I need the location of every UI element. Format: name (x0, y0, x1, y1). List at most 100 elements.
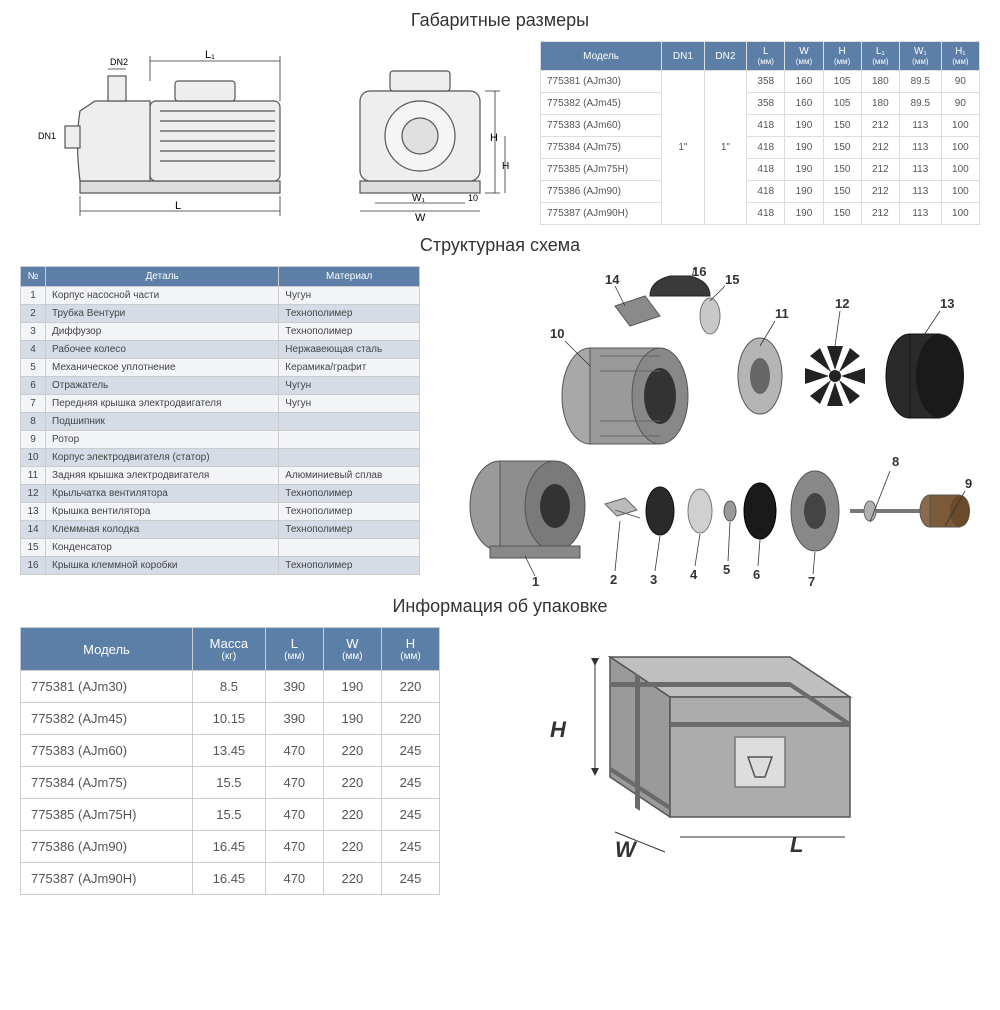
pack-cell: 775381 (AJm30) (21, 671, 193, 703)
callout-13: 13 (940, 296, 954, 311)
parts-row: 10Корпус электродвигателя (статор) (21, 449, 420, 467)
dims-cell: 212 (861, 181, 899, 203)
pack-header: W(мм) (323, 628, 381, 671)
pack-header: Модель (21, 628, 193, 671)
dims-cell: 212 (861, 203, 899, 225)
dims-row: 775386 (AJm90)418190150212113100 (541, 181, 980, 203)
dims-header: L₁(мм) (861, 42, 899, 71)
parts-cell: Трубка Вентури (46, 305, 279, 323)
callout-10: 10 (550, 326, 564, 341)
parts-cell: Технополимер (279, 503, 420, 521)
callout-7: 7 (808, 574, 815, 586)
dim-H: H (490, 132, 498, 144)
parts-cell: 2 (21, 305, 46, 323)
parts-cell: 3 (21, 323, 46, 341)
parts-row: 15Конденсатор (21, 539, 420, 557)
pack-cell: 8.5 (193, 671, 266, 703)
parts-cell: Задняя крышка электродвигателя (46, 467, 279, 485)
dims-header: W(мм) (785, 42, 823, 71)
pack-row: 775384 (AJm75)15.5470220245 (21, 767, 440, 799)
dims-row: 775385 (AJm75H)418190150212113100 (541, 159, 980, 181)
parts-header: Материал (279, 267, 420, 287)
dims-cell: 150 (823, 159, 861, 181)
pack-cell: 775384 (AJm75) (21, 767, 193, 799)
dims-cell: 150 (823, 203, 861, 225)
pack-cell: 245 (381, 863, 439, 895)
parts-row: 4Рабочее колесоНержавеющая сталь (21, 341, 420, 359)
parts-cell: Чугун (279, 377, 420, 395)
pack-row: 775382 (AJm45)10.15390190220 (21, 703, 440, 735)
pack-header: H(мм) (381, 628, 439, 671)
section2-title: Структурная схема (20, 235, 980, 256)
dims-cell: 113 (899, 203, 941, 225)
parts-cell: 6 (21, 377, 46, 395)
parts-cell: 9 (21, 431, 46, 449)
dims-cell: 775384 (AJm75) (541, 137, 662, 159)
structure-section: Структурная схема №ДетальМатериал 1Корпу… (0, 235, 1000, 586)
callout-9: 9 (965, 476, 972, 491)
dims-cell: 358 (747, 93, 785, 115)
parts-row: 16Крышка клеммной коробкиТехнополимер (21, 557, 420, 575)
dims-header: H(мм) (823, 42, 861, 71)
parts-row: 8Подшипник (21, 413, 420, 431)
parts-cell: 5 (21, 359, 46, 377)
dims-cell: 1" (662, 71, 704, 225)
parts-row: 1Корпус насосной частиЧугун (21, 287, 420, 305)
parts-header: Деталь (46, 267, 279, 287)
parts-row: 7Передняя крышка электродвигателяЧугун (21, 395, 420, 413)
pack-cell: 245 (381, 767, 439, 799)
parts-cell: 10 (21, 449, 46, 467)
callout-15: 15 (725, 272, 739, 287)
dims-cell: 100 (941, 115, 979, 137)
parts-cell: 4 (21, 341, 46, 359)
pack-cell: 470 (265, 767, 323, 799)
callout-3: 3 (650, 572, 657, 586)
parts-cell: Ротор (46, 431, 279, 449)
dims-cell: 113 (899, 159, 941, 181)
pack-cell: 220 (323, 831, 381, 863)
dims-cell: 212 (861, 115, 899, 137)
dims-header: DN1 (662, 42, 704, 71)
dims-cell: 775386 (AJm90) (541, 181, 662, 203)
parts-cell: 12 (21, 485, 46, 503)
parts-cell: Рабочее колесо (46, 341, 279, 359)
side-view-drawing: L L₁ DN2 DN1 (20, 41, 320, 221)
parts-cell: Корпус насосной части (46, 287, 279, 305)
parts-row: 12Крыльчатка вентилятораТехнополимер (21, 485, 420, 503)
parts-cell: 15 (21, 539, 46, 557)
callout-12: 12 (835, 296, 849, 311)
dims-cell: 418 (747, 137, 785, 159)
parts-cell: Корпус электродвигателя (статор) (46, 449, 279, 467)
callout-5: 5 (723, 562, 730, 577)
parts-cell: Крыльчатка вентилятора (46, 485, 279, 503)
pack-row: 775386 (AJm90)16.45470220245 (21, 831, 440, 863)
parts-cell: Технополимер (279, 521, 420, 539)
parts-row: 11Задняя крышка электродвигателяАлюминие… (21, 467, 420, 485)
pack-cell: 190 (323, 671, 381, 703)
dims-cell: 113 (899, 181, 941, 203)
section1-title: Габаритные размеры (20, 10, 980, 31)
pkg-dim-L: L (790, 832, 803, 858)
front-view-drawing: H H₁ W W₁ 10 (330, 41, 510, 221)
dims-cell: 775385 (AJm75H) (541, 159, 662, 181)
dims-cell: 89.5 (899, 71, 941, 93)
pack-cell: 390 (265, 671, 323, 703)
dims-cell: 212 (861, 137, 899, 159)
pack-cell: 470 (265, 735, 323, 767)
pack-cell: 245 (381, 831, 439, 863)
dims-cell: 775381 (AJm30) (541, 71, 662, 93)
callout-1: 1 (532, 574, 539, 586)
pack-cell: 16.45 (193, 863, 266, 895)
dims-cell: 150 (823, 137, 861, 159)
dims-header: W₁(мм) (899, 42, 941, 71)
pack-cell: 470 (265, 799, 323, 831)
dims-header: DN2 (704, 42, 746, 71)
dims-cell: 89.5 (899, 93, 941, 115)
pack-cell: 775386 (AJm90) (21, 831, 193, 863)
pack-cell: 15.5 (193, 767, 266, 799)
dims-cell: 212 (861, 159, 899, 181)
pack-cell: 220 (381, 671, 439, 703)
dims-header: L(мм) (747, 42, 785, 71)
dims-row: 775381 (AJm30)1"1"35816010518089.590 (541, 71, 980, 93)
callout-6: 6 (753, 567, 760, 582)
